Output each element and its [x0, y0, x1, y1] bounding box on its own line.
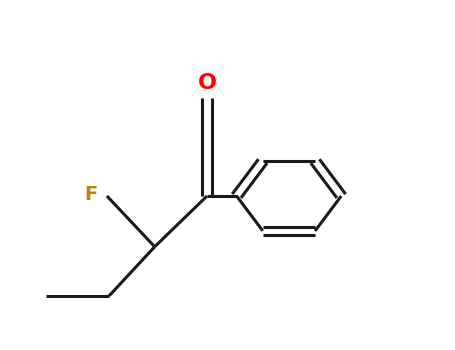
Text: O: O [197, 73, 217, 93]
Text: F: F [85, 185, 98, 204]
